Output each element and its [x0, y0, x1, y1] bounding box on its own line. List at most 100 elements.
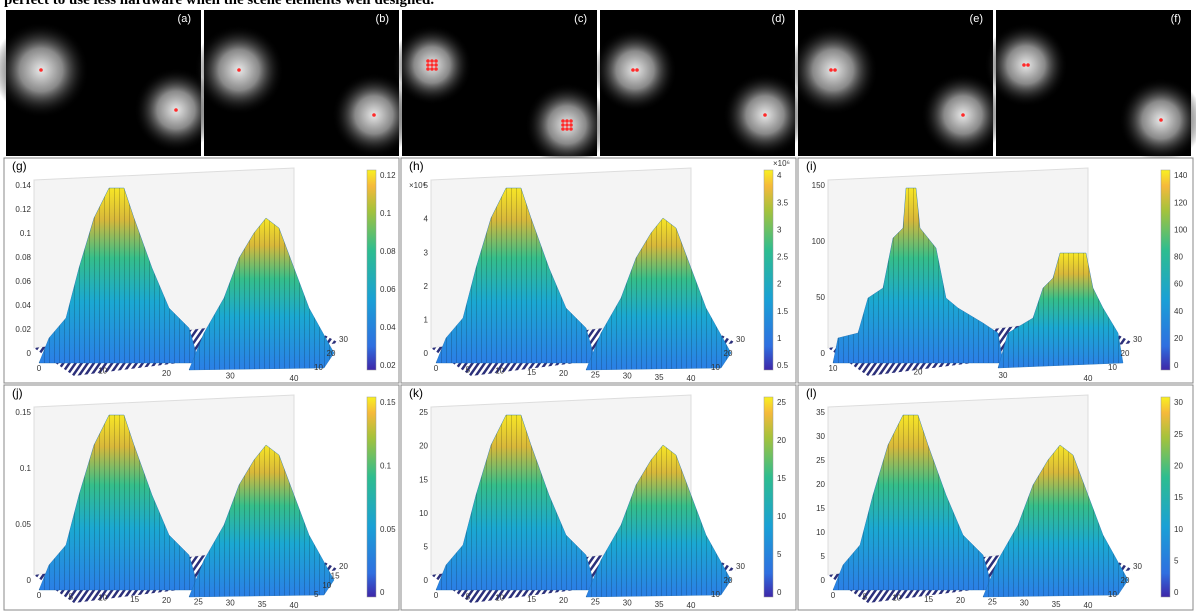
colorbar-tick-label: 120	[1174, 198, 1188, 207]
intensity-spot	[0, 22, 89, 118]
x-tick-label: 10	[829, 364, 838, 373]
z-tick-label: 0.1	[20, 464, 32, 473]
image-panel: (a)	[0, 10, 218, 156]
colorbar-tick-label: 3.5	[777, 198, 789, 207]
colorbar-tick-label: 20	[1174, 334, 1183, 343]
detected-point	[1022, 63, 1026, 67]
colorbar-tick-label: 10	[1174, 525, 1183, 534]
bar-columns	[998, 253, 1123, 368]
detected-point	[565, 127, 569, 131]
image-panel: (b)	[194, 10, 416, 157]
bar-columns	[189, 218, 334, 370]
z-tick-label: 0.14	[15, 181, 31, 190]
panel-label: (e)	[970, 13, 983, 25]
detected-point	[561, 127, 565, 131]
colorbar-tick-label: 60	[1174, 280, 1183, 289]
z-tick-label: 0.1	[20, 229, 32, 238]
colorbar-tick-label: 100	[1174, 225, 1188, 234]
colorbar-tick-label: 5	[777, 550, 782, 559]
detected-point	[237, 68, 241, 72]
colorbar-tick-label: 0.08	[380, 247, 396, 256]
colorbar-tick-label: 0.12	[380, 171, 396, 180]
y-tick-label: 20	[339, 562, 348, 571]
z-tick-label: 15	[816, 504, 825, 513]
x-tick-label: 40	[1084, 374, 1093, 383]
z-tick-label: 0.15	[15, 408, 31, 417]
y-tick-label: 30	[339, 335, 348, 344]
z-tick-label: 35	[816, 408, 825, 417]
colorbar-tick-label: 20	[1174, 461, 1183, 470]
detected-point	[39, 68, 43, 72]
y-tick-label: 20	[724, 349, 733, 358]
bar-columns	[833, 415, 993, 590]
image-panel: (d)	[593, 10, 807, 157]
z-tick-label: 4	[424, 215, 429, 224]
detected-point	[631, 68, 635, 72]
z-tick-label: 20	[419, 442, 428, 451]
detected-point	[833, 68, 837, 72]
z-tick-label: 0.12	[15, 205, 31, 214]
bar-columns	[436, 188, 596, 363]
z-tick-label: 1	[424, 316, 429, 325]
bar-columns	[436, 415, 596, 590]
colorbar-tick-label: 0	[380, 588, 385, 597]
x-tick-label: 30	[999, 371, 1008, 380]
panel-label: (b)	[376, 13, 389, 25]
detected-point	[434, 63, 438, 67]
colorbar-tick-label: 80	[1174, 253, 1183, 262]
x-tick-label: 20	[559, 369, 568, 378]
x-tick-label: 15	[924, 595, 933, 604]
colorbar	[366, 396, 377, 598]
x-tick-label: 30	[623, 372, 632, 381]
colorbar-tick-label: 15	[1174, 493, 1183, 502]
x-tick-label: 40	[290, 374, 299, 383]
z-tick-label: 5	[821, 552, 826, 561]
x-tick-label: 30	[1020, 599, 1029, 608]
x-tick-label: 40	[687, 601, 696, 610]
z-tick-label: 150	[812, 181, 826, 190]
colorbar-tick-label: 0	[1174, 588, 1179, 597]
x-tick-label: 20	[914, 367, 923, 376]
detected-point	[426, 59, 430, 63]
x-tick-label: 15	[527, 595, 536, 604]
caption-fragment: perfect to use less hardware when the sc…	[4, 0, 434, 8]
image-panel: (f)	[984, 10, 1196, 162]
x-tick-label: 10	[98, 367, 107, 376]
y-tick-label: 5	[314, 590, 319, 599]
bar-columns	[586, 445, 731, 597]
image-panel: (e)	[788, 10, 1005, 157]
colorbar-tick-label: 25	[777, 398, 786, 407]
y-tick-label: 10	[314, 363, 323, 372]
x-tick-label: 10	[495, 594, 504, 603]
y-tick-label: 30	[736, 562, 745, 571]
x-tick-label: 25	[591, 370, 600, 379]
colorbar-tick-label: 15	[777, 474, 786, 483]
z-tick-label: 0.08	[15, 253, 31, 262]
z-tick-label: 0	[821, 576, 826, 585]
detected-point	[430, 59, 434, 63]
x-tick-label: 35	[655, 373, 664, 382]
intensity-spot	[984, 23, 1068, 107]
detected-point	[1026, 63, 1030, 67]
colorbar-exponent: ×10⁶	[773, 159, 790, 168]
detected-point	[569, 127, 573, 131]
bar-columns	[833, 188, 1003, 363]
z-tick-label: 15	[419, 475, 428, 484]
colorbar-tick-label: 0.5	[777, 361, 789, 370]
x-tick-label: 30	[623, 599, 632, 608]
detected-point	[372, 113, 376, 117]
colorbar-tick-label: 0	[1174, 361, 1179, 370]
colorbar-tick-label: 40	[1174, 307, 1183, 316]
z-tick-label: 30	[816, 432, 825, 441]
colorbar-tick-label: 140	[1174, 171, 1188, 180]
colorbar-tick-label: 0.1	[380, 209, 392, 218]
y-tick-label: 20	[327, 349, 336, 358]
detected-point	[569, 123, 573, 127]
z-tick-label: 0	[27, 576, 32, 585]
plot-panel: (j)00.050.10.150 5 10 15 20 25 30 35 40510152000…	[3, 384, 400, 611]
x-tick-label: 40	[290, 601, 299, 610]
x-tick-label: 35	[258, 600, 267, 609]
